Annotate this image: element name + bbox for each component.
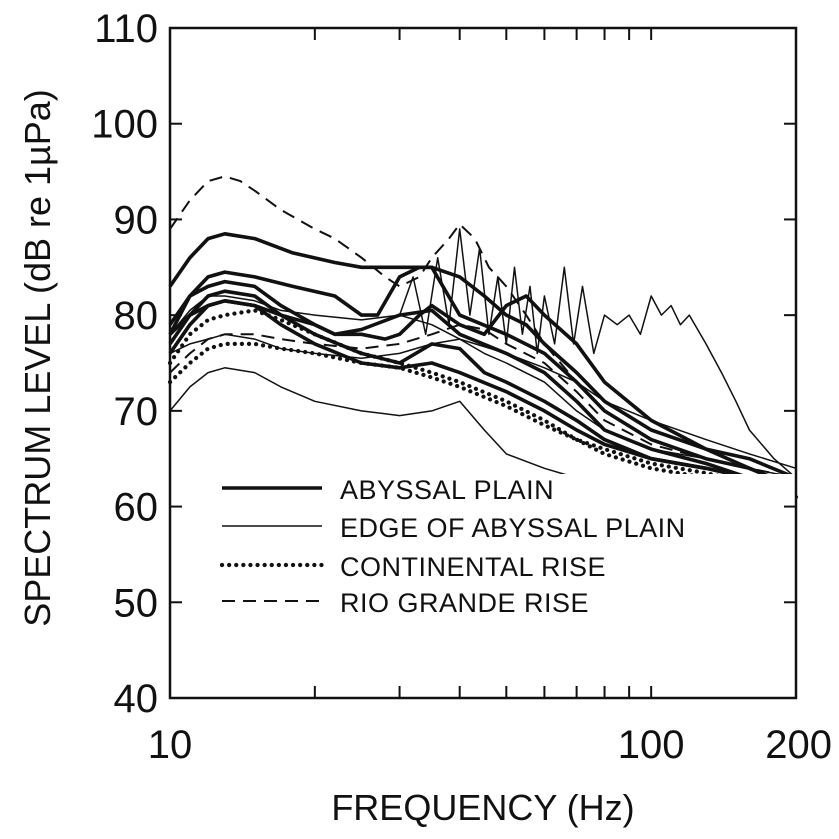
x-tick-label: 200	[765, 723, 832, 767]
legend-label: CONTINENTAL RISE	[340, 552, 606, 582]
ticks: 40 50 60 70 80 90 100 110 10 100 200	[91, 7, 832, 767]
y-tick-label: 100	[91, 103, 158, 147]
plot-frame	[168, 26, 798, 700]
legend-row-background	[214, 512, 796, 546]
x-tick-label: 100	[618, 723, 685, 767]
x-axis-title: FREQUENCY (Hz)	[331, 787, 634, 828]
series-line-7	[169, 367, 652, 489]
legend-row-background	[214, 587, 796, 621]
y-tick-label: 90	[114, 198, 159, 242]
series-line-10	[169, 295, 797, 470]
x-tick-label: 10	[148, 723, 193, 767]
y-axis-title: SPECTRUM LEVEL (dB re 1µPa)	[17, 89, 58, 627]
legend-row-background	[214, 474, 796, 508]
series-line-12	[167, 341, 799, 500]
y-tick-label: 60	[114, 486, 159, 530]
y-tick-label: 80	[114, 294, 159, 338]
legend-row-background	[214, 551, 796, 585]
series-line-11	[167, 308, 799, 500]
series-layer	[167, 175, 799, 509]
series-line-14	[169, 323, 797, 489]
y-tick-label: 70	[114, 390, 159, 434]
y-tick-label: 50	[114, 581, 159, 625]
series-line-2	[168, 265, 797, 480]
legend-label: ABYSSAL PLAIN	[340, 475, 554, 505]
y-tick-label: 110	[94, 7, 158, 51]
series-line-9	[398, 228, 797, 479]
legend-label: RIO GRANDE RISE	[340, 588, 589, 618]
legend: ABYSSAL PLAIN EDGE OF ABYSSAL PLAIN CONTIN…	[214, 474, 796, 621]
series-line-13	[169, 175, 797, 479]
y-tick-label: 40	[114, 677, 159, 721]
legend-label: EDGE OF ABYSSAL PLAIN	[340, 513, 686, 543]
